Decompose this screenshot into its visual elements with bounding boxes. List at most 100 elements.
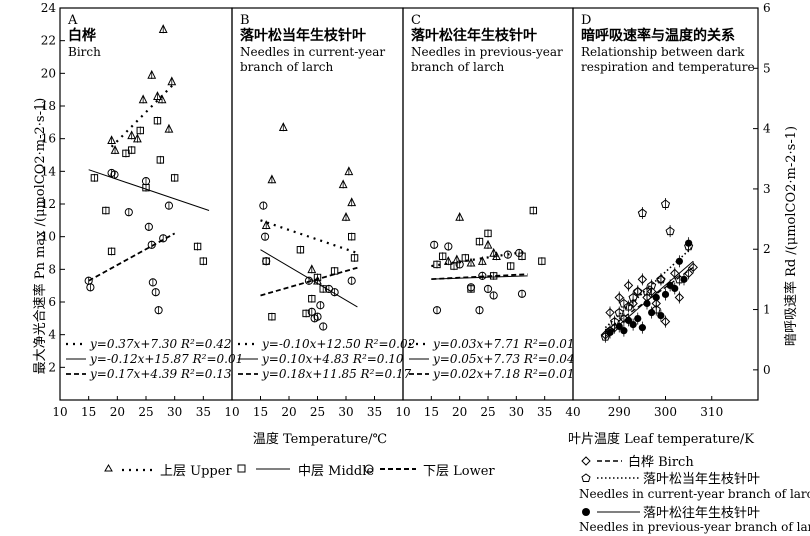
x-tick-label: 10 (395, 405, 410, 419)
fit-line-a-lower (88, 232, 176, 282)
point-d-diamond (614, 292, 624, 303)
point-a-upper (132, 133, 142, 143)
point-d-pentagon (610, 316, 620, 326)
point-d-diamond (688, 262, 698, 273)
point-d-diamond (623, 280, 634, 291)
point-a-lower (154, 306, 163, 315)
point-d-pentagon (684, 241, 694, 251)
point-b-upper (344, 166, 354, 176)
point-b-middle (302, 309, 310, 318)
point-d-pentagon (665, 226, 675, 236)
x-tick-label: 35 (367, 405, 382, 419)
panel-letter: B (240, 13, 250, 28)
point-a-lower (148, 278, 157, 287)
panel-letter: D (581, 13, 591, 28)
legend-birch-marker (581, 456, 591, 466)
point-d-filled-circle (648, 308, 656, 317)
point-a-upper (138, 94, 148, 104)
point-c-upper (455, 211, 465, 221)
point-b-upper (278, 122, 288, 131)
y-tick-label-left: 16 (41, 132, 56, 146)
point-a-upper (127, 130, 137, 140)
point-a-lower (124, 208, 133, 217)
point-d-pentagon (623, 301, 634, 311)
point-b-upper (261, 220, 271, 229)
point-d-filled-circle (680, 275, 688, 283)
point-c-lower (503, 250, 512, 259)
x-tick-label: 40 (565, 405, 580, 419)
point-b-upper (341, 211, 351, 221)
point-c-middle (433, 260, 441, 269)
y-tick-label-right: 3 (763, 182, 771, 196)
point-a-lower (147, 240, 156, 249)
point-a-middle (170, 174, 179, 182)
x-tick-label: 15 (81, 405, 96, 419)
point-d-filled-circle (657, 311, 665, 320)
fit-line-a-upper (110, 82, 176, 148)
legend-middle-marker (237, 464, 246, 473)
point-c-lower (455, 260, 464, 269)
point-b-lower (316, 301, 325, 310)
point-c-middle (484, 229, 492, 238)
point-d-filled-circle (685, 239, 693, 247)
point-a-upper (158, 24, 168, 33)
point-b-lower (313, 312, 322, 321)
fit-line-b-upper (260, 219, 358, 255)
point-a-lower (86, 283, 95, 292)
y-tick-label-left: 20 (41, 66, 56, 80)
point-d-filled-circle (652, 293, 660, 302)
point-a-lower (144, 222, 153, 231)
point-a-upper (107, 135, 117, 145)
point-d-diamond (670, 268, 680, 279)
y-tick-label-right: 5 (763, 61, 771, 75)
point-d-pentagon (619, 298, 629, 308)
panel-title: 白桦 (68, 27, 96, 44)
point-a-lower (164, 201, 174, 210)
y-tick-label-left: 12 (41, 197, 56, 211)
y-tick-label-left: 4 (48, 328, 56, 342)
point-b-lower (259, 201, 268, 210)
x-axis-label-leaf: 叶片温度 Leaf temperature/K (568, 431, 754, 447)
point-d-diamond (660, 316, 671, 327)
point-c-upper (483, 239, 493, 249)
point-d-filled-circle (624, 316, 633, 324)
point-b-middle (296, 246, 305, 254)
panel-letter: C (411, 13, 421, 28)
point-c-lower (483, 284, 493, 294)
point-b-upper (347, 197, 357, 207)
point-b-lower (260, 232, 270, 241)
x-tick-label: 25 (310, 405, 325, 419)
panel-letter: A (67, 13, 78, 28)
point-c-lower (515, 248, 524, 258)
panel-subtitle: branch of larch (240, 60, 333, 74)
legend-abc: 上层 Upper 中层 Middle 下层 Lower (104, 464, 495, 479)
x-tick-label: 35 (537, 405, 552, 419)
point-c-upper (466, 257, 476, 267)
point-b-middle (268, 313, 276, 321)
point-b-middle (348, 232, 356, 241)
point-c-lower (478, 271, 487, 280)
equation-text-b: y=0.10x+4.83 R²=0.10 (261, 352, 404, 366)
y-tick-label-right: 2 (763, 242, 771, 256)
point-c-middle (506, 262, 515, 270)
x-tick-label: 25 (138, 405, 153, 419)
x-tick-label: 10 (224, 405, 239, 419)
point-b-lower (330, 288, 339, 297)
point-d-filled-circle (615, 322, 623, 331)
panel-subtitle: Birch (68, 45, 101, 59)
point-c-middle (538, 257, 546, 265)
y-tick-label-right: 1 (763, 303, 771, 317)
point-d-pentagon (642, 286, 652, 296)
legend-birch-label: 白桦 Birch (628, 454, 694, 470)
point-d-filled-circle (675, 257, 683, 265)
fit-lines (66, 82, 694, 375)
point-d-filled-circle (634, 314, 642, 323)
point-d-filled-circle (643, 299, 651, 308)
point-c-middle (489, 272, 498, 280)
x-tick-label-d: 300 (654, 405, 677, 419)
point-a-upper (110, 145, 120, 154)
point-a-lower (151, 288, 160, 297)
legend-lower-label: 下层 Lower (423, 464, 495, 479)
point-b-lower (304, 276, 314, 285)
equation-text-c: y=0.03x+7.71 R²=0.01 (432, 337, 575, 351)
